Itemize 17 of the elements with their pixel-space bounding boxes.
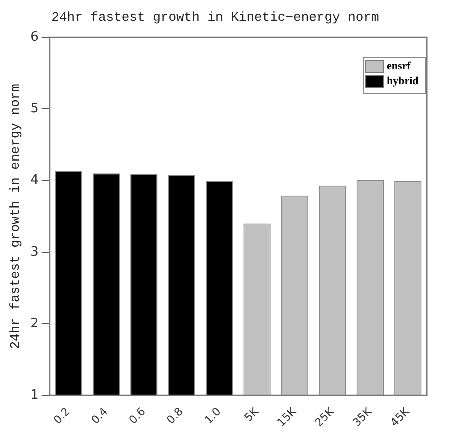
y-tick-label: 4: [30, 173, 39, 188]
y-tick-label: 6: [30, 30, 39, 45]
legend-label: hybrid: [387, 75, 419, 88]
x-tick-label: 45K: [388, 404, 413, 430]
x-tick-label: 0.8: [164, 405, 186, 427]
x-tick-label: 1.0: [202, 405, 224, 427]
x-tick-label: 0.4: [89, 405, 111, 427]
y-tick-label: 2: [30, 316, 39, 332]
y-tick-label: 1: [30, 388, 39, 404]
x-tick-label: 0.2: [51, 405, 73, 427]
y-axis-title: 24hr fastest growth in energy norm: [8, 84, 24, 350]
y-tick-label: 5: [30, 102, 39, 117]
x-tick-label: 0.6: [126, 405, 148, 427]
y-tick-label: 3: [30, 244, 39, 260]
legend-label: ensrf: [387, 60, 412, 72]
chart-title: 24hr fastest growth in Kinetic−energy norm: [52, 10, 380, 26]
x-tick-label: 5K: [242, 404, 262, 425]
